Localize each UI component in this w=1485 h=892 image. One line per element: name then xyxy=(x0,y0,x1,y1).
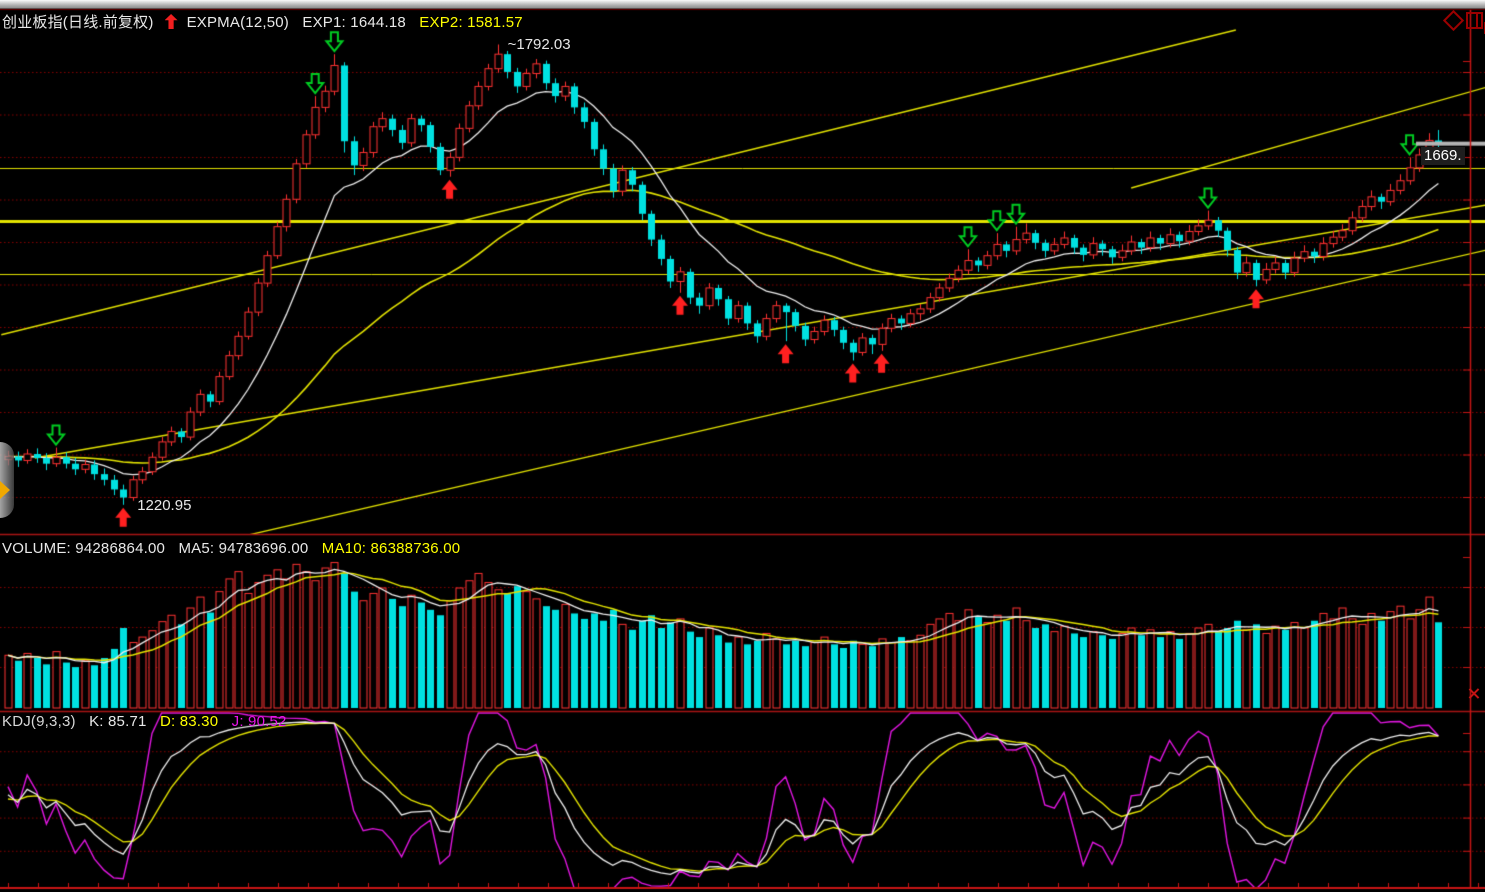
kdj-k-value: K: 85.71 xyxy=(89,713,147,730)
kdj-label: KDJ(9,3,3) xyxy=(2,713,76,730)
last-price-badge: 1669. xyxy=(1421,146,1465,165)
up-arrow-icon xyxy=(164,14,178,29)
volume-value: VOLUME: 94286864.00 xyxy=(2,540,166,557)
volume-pane-header: VOLUME: 94286864.00 MA5: 94783696.00 MA1… xyxy=(2,540,469,557)
indicator-name: EXPMA(12,50) xyxy=(186,14,290,31)
window-restore-icon[interactable] xyxy=(1466,12,1485,34)
close-icon[interactable] xyxy=(1467,687,1480,700)
volume-ma10-value: MA10: 86388736.00 xyxy=(321,540,461,557)
high-price-annotation: ~1792.03 xyxy=(507,36,571,54)
exp1-value: EXP1: 1644.18 xyxy=(302,14,406,31)
kdj-d-value: D: 83.30 xyxy=(159,713,219,730)
main-pane-header: 创业板指(日线.前复权) EXPMA(12,50) EXP1: 1644.18 E… xyxy=(2,11,532,32)
volume-ma5-value: MA5: 94783696.00 xyxy=(178,540,309,557)
marker-flag-icon xyxy=(0,481,10,499)
instrument-title: 创业板指(日线.前复权) xyxy=(2,14,154,31)
exp2-value: EXP2: 1581.57 xyxy=(419,14,523,31)
sidebar-flyout-handle[interactable] xyxy=(0,442,14,518)
kdj-pane-header: KDJ(9,3,3) K: 85.71 D: 83.30 J: 90.52 xyxy=(2,713,296,730)
kdj-j-value: J: 90.52 xyxy=(231,713,287,730)
low-price-annotation: 1220.95 xyxy=(137,496,192,514)
